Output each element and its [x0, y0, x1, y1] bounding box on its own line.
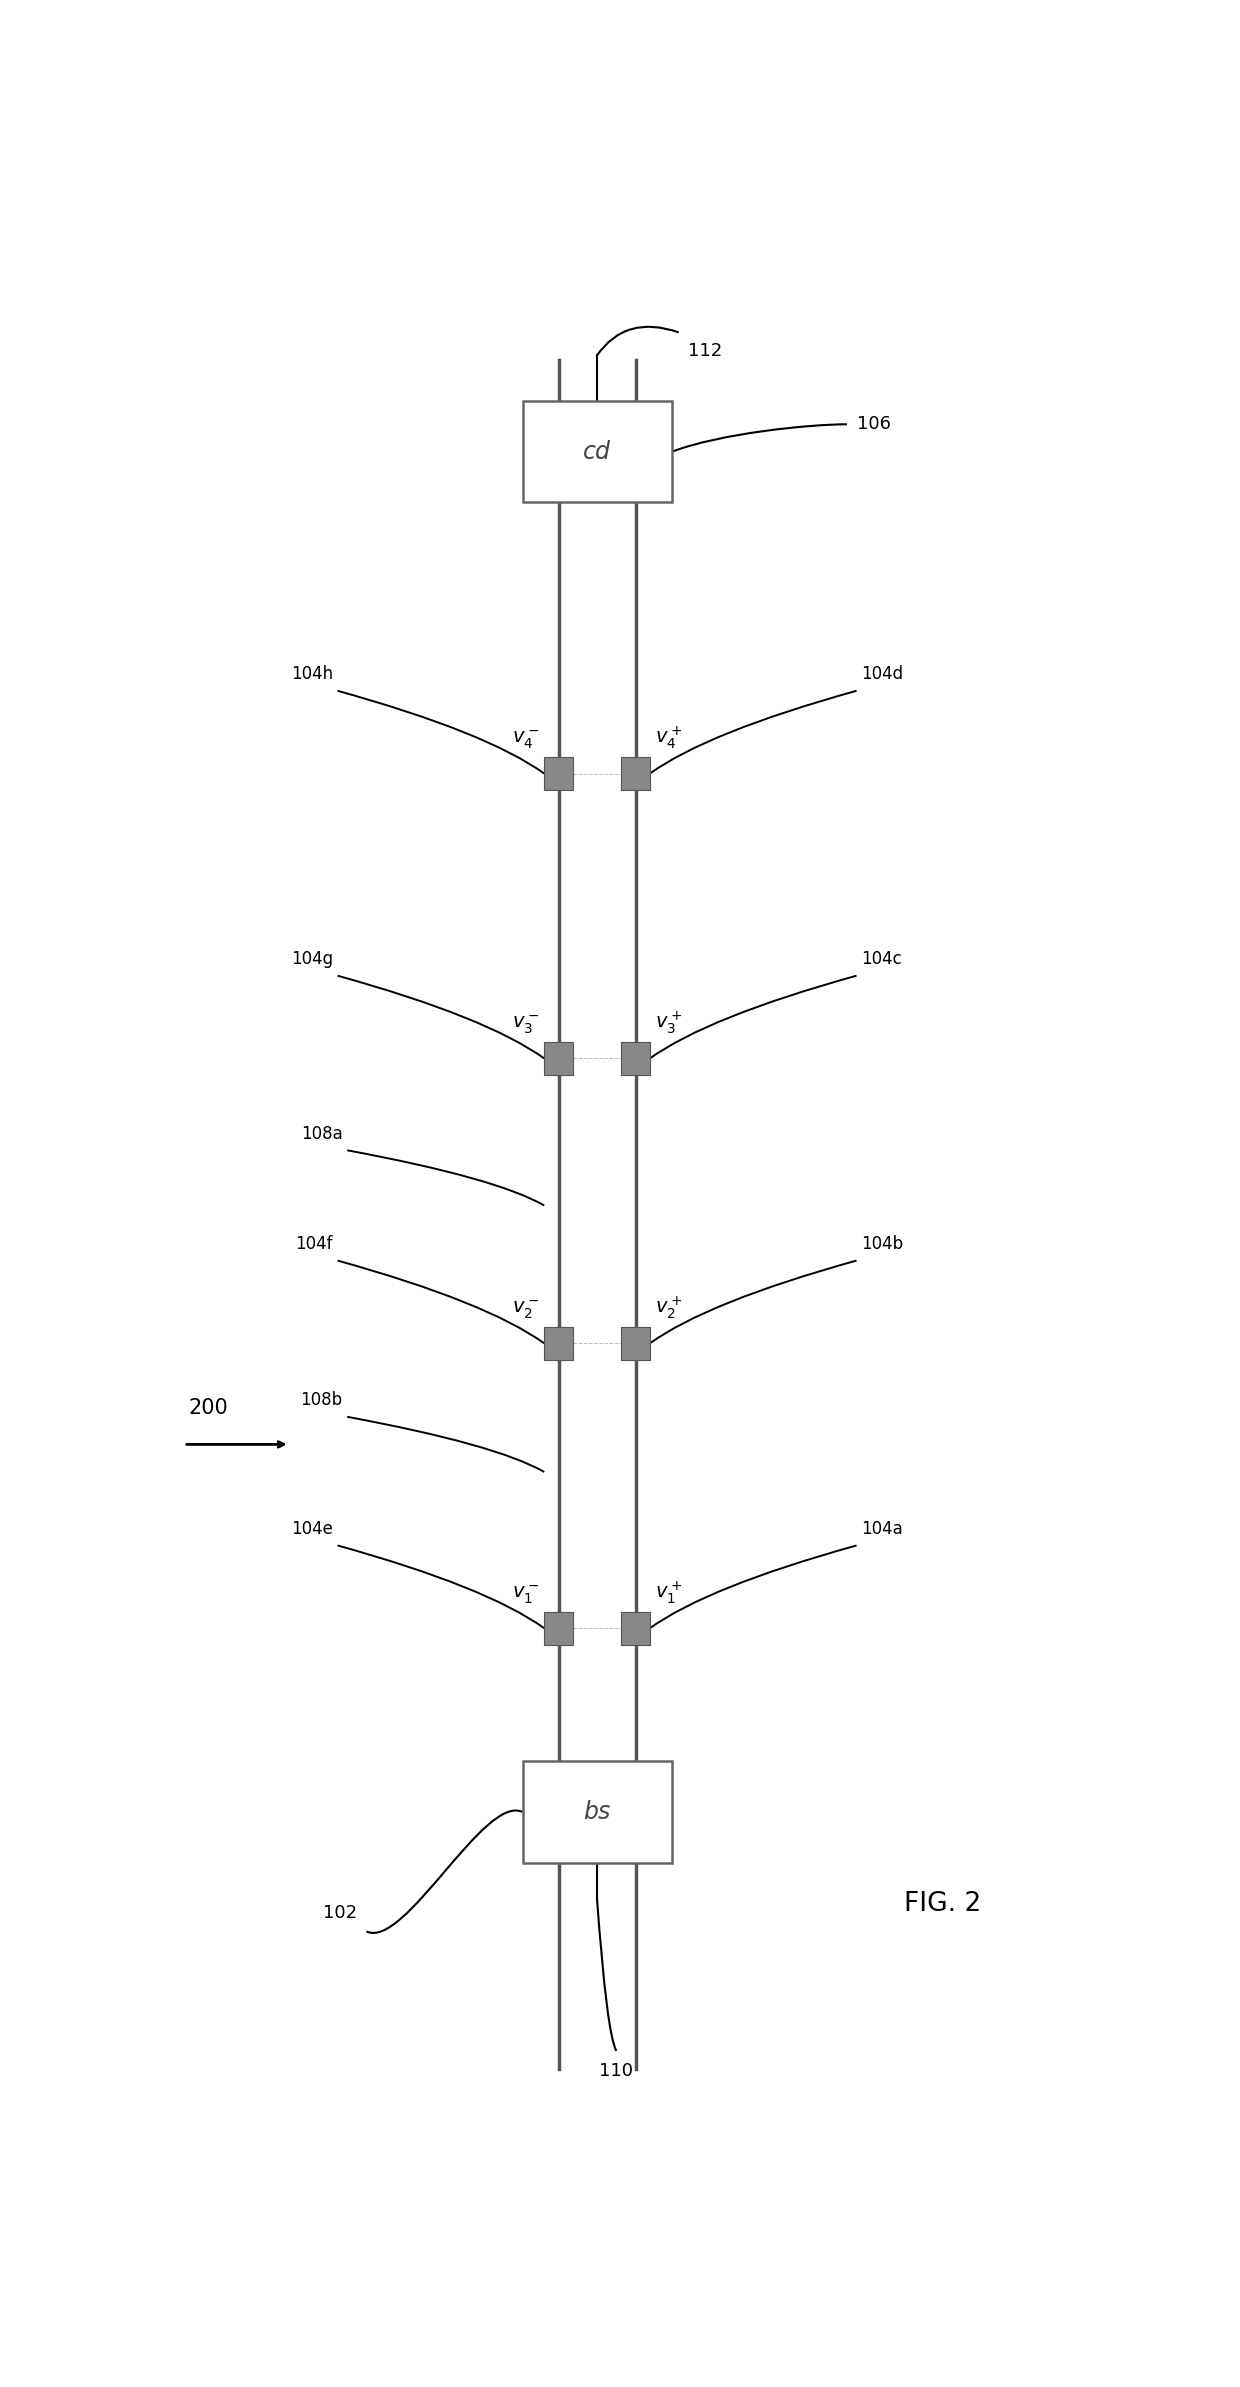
Text: 104a: 104a [862, 1521, 903, 1537]
Text: 104c: 104c [862, 950, 901, 969]
Text: $v_4^-$: $v_4^-$ [512, 728, 539, 752]
Text: 200: 200 [188, 1399, 228, 1418]
Text: 102: 102 [322, 1905, 357, 1922]
Text: $v_3^+$: $v_3^+$ [655, 1010, 682, 1036]
Bar [522, 401, 672, 501]
Text: bs: bs [584, 1800, 610, 1824]
Text: 104f: 104f [295, 1234, 332, 1253]
Bar [621, 1611, 650, 1645]
Bar [621, 757, 650, 790]
Bar [522, 1762, 672, 1862]
Bar [544, 757, 573, 790]
Text: 104d: 104d [862, 666, 904, 683]
Text: cd: cd [583, 439, 611, 463]
Text: 108a: 108a [300, 1124, 342, 1143]
Text: 104b: 104b [862, 1234, 904, 1253]
Bar [544, 1611, 573, 1645]
Text: $v_1^+$: $v_1^+$ [655, 1580, 682, 1606]
Text: 110: 110 [599, 2062, 634, 2079]
Bar [544, 1041, 573, 1074]
Text: $v_3^-$: $v_3^-$ [512, 1014, 539, 1036]
Text: FIG. 2: FIG. 2 [904, 1891, 982, 1917]
Text: 104g: 104g [290, 950, 332, 969]
Text: 108b: 108b [300, 1392, 342, 1408]
Bar [621, 1327, 650, 1361]
Text: $v_1^-$: $v_1^-$ [512, 1585, 539, 1606]
Text: 106: 106 [857, 415, 890, 434]
Bar [621, 1041, 650, 1074]
Bar [544, 1327, 573, 1361]
Text: 112: 112 [688, 341, 723, 360]
Text: $v_4^+$: $v_4^+$ [655, 726, 682, 752]
Text: $v_2^-$: $v_2^-$ [512, 1299, 539, 1322]
Text: 104h: 104h [290, 666, 332, 683]
Text: $v_2^+$: $v_2^+$ [655, 1294, 682, 1322]
Text: 104e: 104e [291, 1521, 332, 1537]
